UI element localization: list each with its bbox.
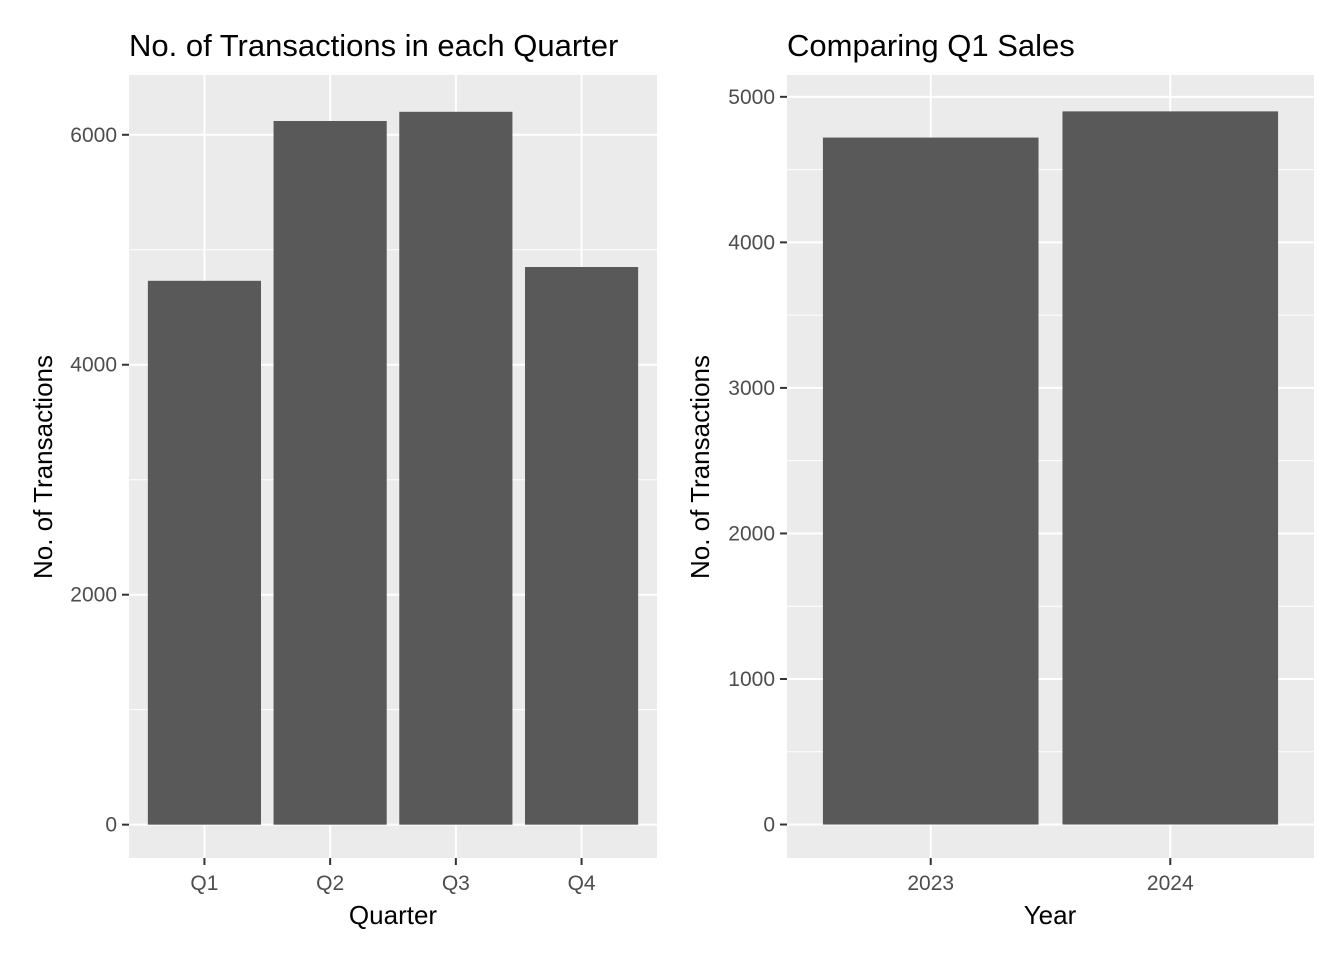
x-axis-ticks: 2023 2024 xyxy=(907,858,1194,895)
y-tick-label: 3000 xyxy=(728,377,775,400)
x-axis-ticks: Q1 Q2 Q3 Q4 xyxy=(190,858,596,895)
x-axis-label: Year xyxy=(1024,900,1077,930)
bar-q3 xyxy=(399,111,513,825)
y-tick-label: 2000 xyxy=(728,522,775,545)
bars xyxy=(147,111,639,825)
y-tick-label: 2000 xyxy=(70,584,117,607)
bars xyxy=(822,111,1279,825)
x-axis-label: Quarter xyxy=(349,900,437,930)
y-tick-label: 0 xyxy=(763,814,775,837)
x-tick-label: Q4 xyxy=(568,872,596,895)
y-axis-label: No. of Transactions xyxy=(28,355,58,579)
bar-q1 xyxy=(147,280,261,825)
bar-q4 xyxy=(525,267,639,825)
chart-quarterly-transactions: 0 2000 4000 6000 Q1 Q2 Q3 Q4 No. of Transactio… xyxy=(28,28,657,930)
y-tick-label: 4000 xyxy=(70,354,117,377)
x-tick-label: Q1 xyxy=(190,872,218,895)
y-tick-label: 1000 xyxy=(728,668,775,691)
y-tick-label: 6000 xyxy=(70,124,117,147)
y-tick-label: 5000 xyxy=(728,86,775,109)
bar-q2 xyxy=(273,120,387,825)
bar-2024 xyxy=(1062,111,1279,825)
y-axis-ticks: 0 2000 4000 6000 xyxy=(70,124,129,837)
chart-title: No. of Transactions in each Quarter xyxy=(129,28,618,63)
chart-title: Comparing Q1 Sales xyxy=(787,28,1075,63)
x-tick-label: 2024 xyxy=(1147,872,1194,895)
y-axis-ticks: 0 1000 2000 3000 4000 5000 xyxy=(728,86,787,837)
y-tick-label: 4000 xyxy=(728,231,775,254)
x-tick-label: Q3 xyxy=(442,872,470,895)
y-axis-label: No. of Transactions xyxy=(685,355,715,579)
x-tick-label: 2023 xyxy=(907,872,954,895)
x-tick-label: Q2 xyxy=(316,872,344,895)
chart-q1-sales-comparison: 0 1000 2000 3000 4000 5000 2023 2024 Comparing… xyxy=(685,28,1314,930)
bar-2023 xyxy=(822,137,1039,825)
y-tick-label: 0 xyxy=(105,814,117,837)
